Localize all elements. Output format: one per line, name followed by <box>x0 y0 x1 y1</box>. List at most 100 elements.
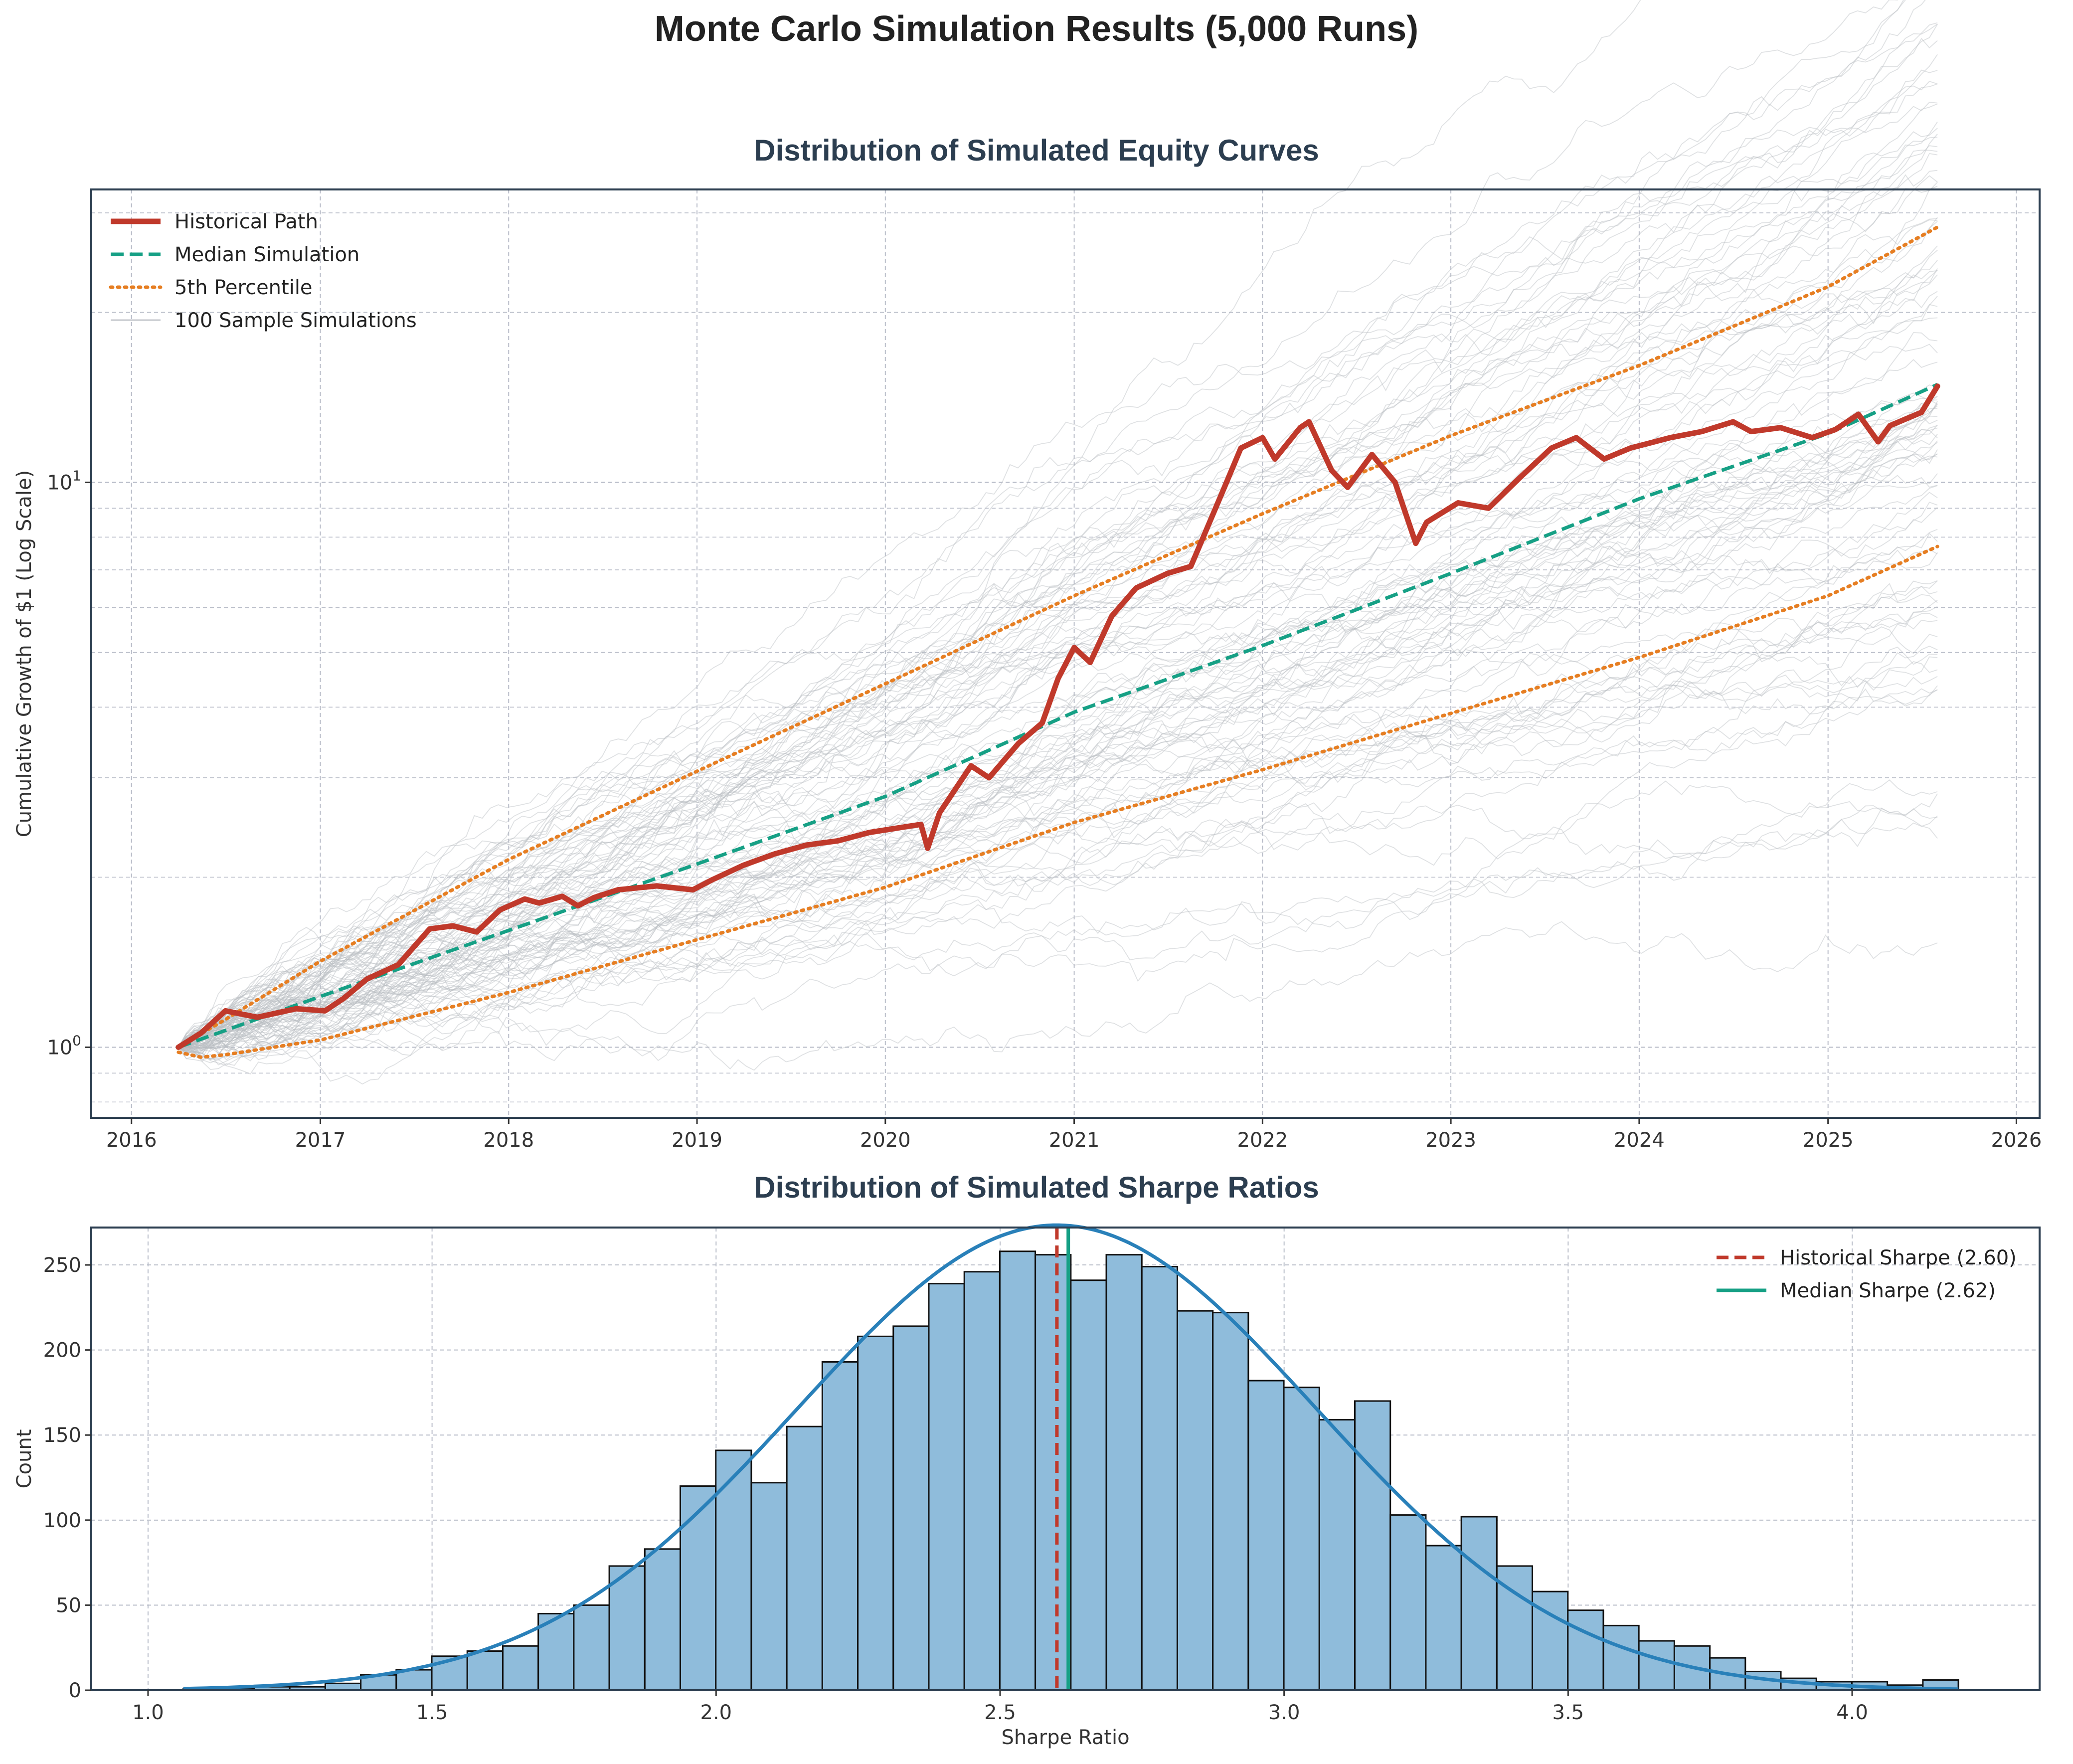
equity-chart-title: Distribution of Simulated Equity Curves <box>754 134 1319 167</box>
histogram-bar <box>324 1682 362 1691</box>
legend-label-3: 100 Sample Simulations <box>174 309 417 332</box>
tick-exponent: 1 <box>72 467 81 484</box>
sample-simulation-line <box>178 392 1938 1060</box>
sample-simulation-line <box>178 606 1938 1065</box>
sample-simulation-line <box>178 532 1938 1054</box>
histogram-bar <box>1070 1279 1107 1691</box>
equity-curves-chart: Distribution of Simulated Equity Curves … <box>13 0 2042 1152</box>
histogram-bar <box>750 1482 788 1691</box>
sample-simulation-line <box>178 217 1938 1048</box>
sample-simulation-line <box>178 583 1938 1049</box>
kde-curve <box>183 1223 1959 1691</box>
equity-plot-frame <box>90 188 2041 1119</box>
sample-simulation-line <box>178 103 1938 1049</box>
histogram-bar <box>999 1250 1036 1691</box>
sample-simulation-line <box>178 425 1938 1053</box>
sample-simulation-line <box>178 83 1938 1053</box>
equity-series <box>175 225 1940 1059</box>
sample-simulation-line <box>178 502 1938 1051</box>
histogram-bar <box>1638 1640 1675 1691</box>
sample-simulation-line <box>178 260 1938 1048</box>
equity-x-tick-label: 2017 <box>295 1129 346 1152</box>
sample-simulation-line <box>178 455 1938 1050</box>
histogram-bar <box>1105 1254 1143 1691</box>
sample-simulation-line <box>178 655 1938 1048</box>
equity-y-tick-label: 101 <box>47 467 81 494</box>
median-simulation-line <box>177 383 1938 1049</box>
sample-simulation-line <box>178 580 1938 1048</box>
sample-simulation-line <box>178 449 1938 1048</box>
sample-simulation-line <box>178 485 1938 1049</box>
histogram-bar <box>1425 1545 1462 1691</box>
sample-simulation-line <box>178 424 1938 1060</box>
sharpe-chart-title: Distribution of Simulated Sharpe Ratios <box>754 1171 1319 1204</box>
sample-simulation-line <box>178 137 1938 1048</box>
histogram-bar <box>1318 1419 1356 1691</box>
sample-simulation-line <box>178 815 1938 1048</box>
tick-exponent: 0 <box>72 1032 81 1049</box>
equity-x-tick-label: 2018 <box>483 1129 534 1152</box>
histogram-bar <box>1460 1516 1498 1691</box>
sample-simulation-line <box>178 613 1938 1048</box>
histogram-bar <box>821 1361 859 1691</box>
sample-simulation-line <box>178 396 1938 1061</box>
sample-simulation-line <box>178 403 1938 1048</box>
sharpe-reference-lines <box>1055 1228 1070 1690</box>
percentile-upper-line <box>176 225 1939 1049</box>
figure-title: Monte Carlo Simulation Results (5,000 Ru… <box>655 9 1418 49</box>
histogram-bar <box>1283 1387 1320 1691</box>
sample-simulation-line <box>178 599 1938 1050</box>
sample-simulation-line <box>178 492 1938 1055</box>
sample-simulation-line <box>178 23 1938 1048</box>
sample-simulation-line <box>178 646 1938 1048</box>
sample-simulation-line <box>178 359 1938 1059</box>
sample-simulation-line <box>178 408 1938 1055</box>
sharpe-x-axis-label: Sharpe Ratio <box>1001 1726 1129 1749</box>
equity-x-tick-label: 2026 <box>1991 1129 2042 1152</box>
sample-simulation-line <box>178 0 1898 1048</box>
histogram-bar <box>1567 1609 1604 1691</box>
sharpe-x-tick-label: 2.0 <box>700 1701 732 1724</box>
legend-label-1: Median Simulation <box>174 243 359 266</box>
equity-x-tick-label: 2021 <box>1049 1129 1100 1152</box>
sample-simulation-line <box>178 145 1938 1048</box>
sharpe-bars <box>182 1250 1959 1691</box>
histogram-bar <box>1247 1380 1285 1691</box>
sample-simulation-line <box>178 396 1938 1048</box>
sample-simulation-line <box>178 150 1938 1048</box>
tick-base: 10 <box>47 471 72 494</box>
histogram-bar <box>680 1485 717 1691</box>
equity-x-tick-label: 2020 <box>860 1129 911 1152</box>
sample-simulation-line <box>178 332 1938 1060</box>
histogram-bar <box>963 1271 1001 1691</box>
sharpe-x-tick-label: 1.0 <box>132 1701 164 1724</box>
equity-y-axis-label: Cumulative Growth of $1 (Log Scale) <box>13 470 36 837</box>
sample-simulation-line <box>178 128 1938 1051</box>
equity-x-tick-label: 2025 <box>1803 1129 1854 1152</box>
histogram-bar <box>1141 1265 1178 1691</box>
sample-simulation-line <box>178 429 1938 1055</box>
sharpe-x-tick-label: 2.5 <box>984 1701 1016 1724</box>
equity-x-tick-label: 2019 <box>672 1129 722 1152</box>
histogram-bar <box>1354 1400 1391 1691</box>
sample-simulation-line <box>178 274 1938 1048</box>
histogram-bar <box>1212 1312 1249 1691</box>
sharpe-x-tick-label: 3.5 <box>1553 1701 1584 1724</box>
sharpe-x-tick-label: 1.5 <box>416 1701 448 1724</box>
sample-simulation-line <box>178 81 1938 1048</box>
sample-simulation-line <box>178 453 1938 1059</box>
histogram-bar <box>928 1283 965 1691</box>
sample-simulation-line <box>178 779 1938 1048</box>
sample-simulation-line <box>178 685 1938 1053</box>
sample-simulation-line <box>178 0 1926 1048</box>
equity-x-tick-label: 2022 <box>1237 1129 1288 1152</box>
sharpe-y-tick-label: 150 <box>43 1424 81 1447</box>
sample-simulation-line <box>178 434 1938 1048</box>
histogram-bar <box>715 1449 752 1691</box>
equity-legend: Historical Path Median Simulation 5th Perc… <box>109 210 417 332</box>
sample-simulation-line <box>178 22 1938 1048</box>
sample-simulation-line <box>178 245 1938 1048</box>
sample-simulation-line <box>178 0 1904 1048</box>
histogram-bar <box>573 1604 610 1691</box>
